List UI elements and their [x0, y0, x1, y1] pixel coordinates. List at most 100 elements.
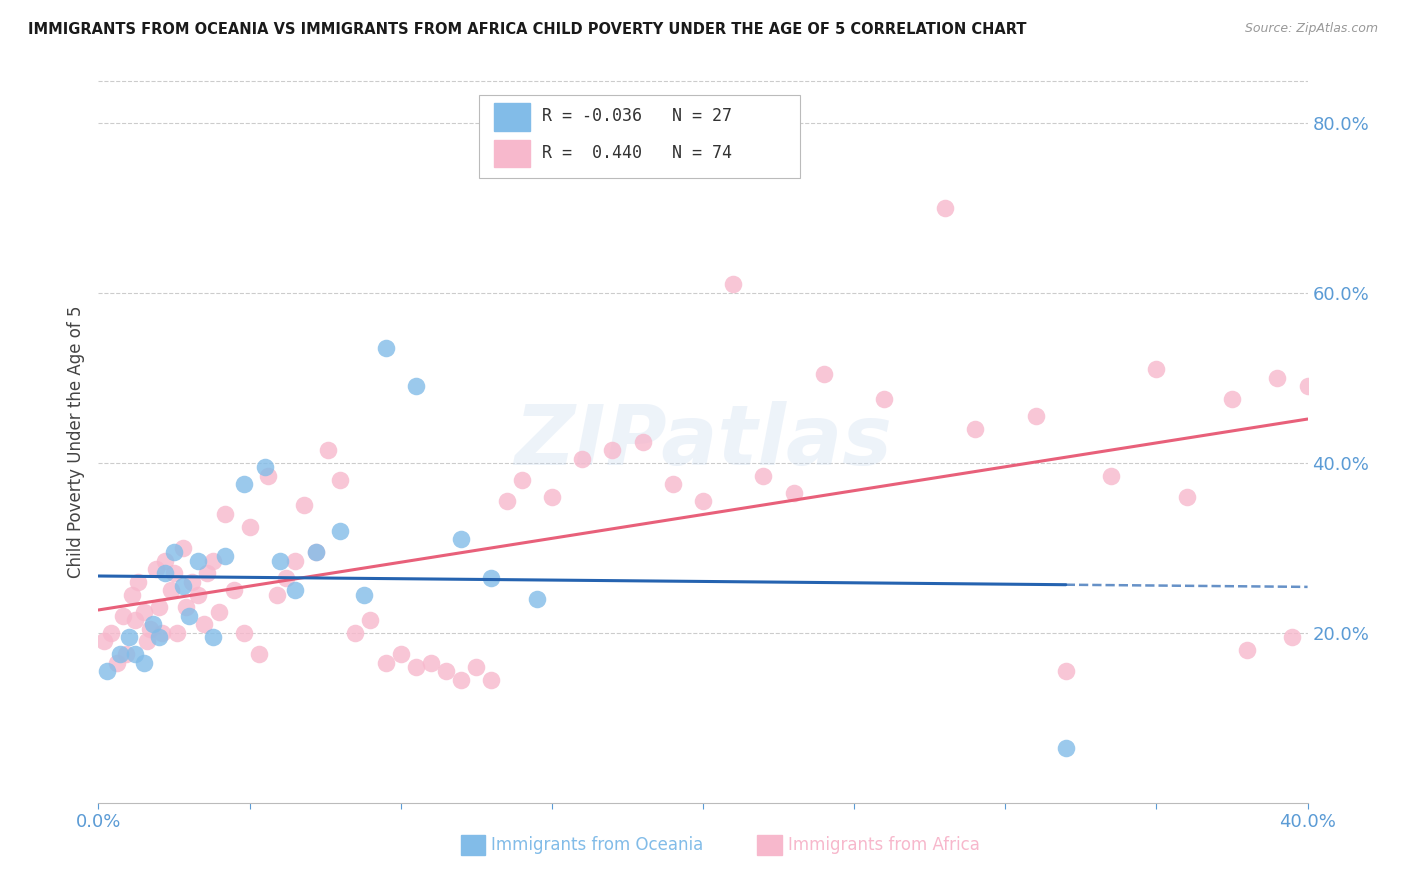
Point — [163, 566, 186, 581]
Point — [405, 660, 427, 674]
Text: R =  0.440   N = 74: R = 0.440 N = 74 — [543, 144, 733, 161]
Point — [195, 566, 218, 581]
Point — [526, 591, 548, 606]
Point — [174, 600, 197, 615]
Point — [1296, 379, 1319, 393]
Y-axis label: Child Poverty Under the Age of 5: Child Poverty Under the Age of 5 — [66, 305, 84, 578]
Point — [232, 477, 254, 491]
Point — [253, 460, 276, 475]
Point — [114, 647, 136, 661]
Text: Immigrants from Africa: Immigrants from Africa — [787, 836, 980, 854]
Text: Immigrants from Oceania: Immigrants from Oceania — [492, 836, 703, 854]
Point — [142, 617, 165, 632]
Point — [202, 553, 225, 567]
Point — [100, 625, 122, 640]
Point — [163, 545, 186, 559]
Point — [193, 617, 215, 632]
Point — [239, 519, 262, 533]
Text: ZIPatlas: ZIPatlas — [515, 401, 891, 482]
Point — [172, 541, 194, 555]
Point — [111, 608, 134, 623]
Point — [179, 608, 201, 623]
Point — [269, 553, 291, 567]
Point — [284, 553, 307, 567]
Point — [160, 583, 183, 598]
Point — [1267, 371, 1289, 385]
Point — [374, 656, 396, 670]
Point — [420, 656, 443, 670]
Point — [132, 656, 155, 670]
Point — [783, 485, 806, 500]
Point — [1281, 630, 1303, 644]
Point — [1099, 468, 1122, 483]
Point — [127, 574, 149, 589]
Point — [153, 553, 176, 567]
Point — [571, 451, 593, 466]
Point — [187, 553, 209, 567]
Point — [723, 277, 745, 292]
Point — [96, 664, 118, 678]
Point — [145, 562, 167, 576]
Point — [465, 660, 488, 674]
Point — [139, 622, 162, 636]
Point — [389, 647, 412, 661]
Point — [256, 468, 278, 483]
Point — [1054, 664, 1077, 678]
Point — [148, 600, 170, 615]
Point — [202, 630, 225, 644]
Point — [224, 583, 246, 598]
Text: R = -0.036   N = 27: R = -0.036 N = 27 — [543, 107, 733, 126]
Point — [148, 630, 170, 644]
Point — [172, 579, 194, 593]
Point — [692, 494, 714, 508]
Point — [374, 341, 396, 355]
Point — [1220, 392, 1243, 406]
Point — [208, 605, 231, 619]
Point — [292, 498, 315, 512]
Point — [93, 634, 115, 648]
Point — [135, 634, 157, 648]
Point — [1054, 740, 1077, 755]
Point — [481, 673, 503, 687]
Point — [166, 625, 188, 640]
Point — [132, 605, 155, 619]
Point — [661, 477, 683, 491]
Point — [450, 673, 472, 687]
Point — [1024, 409, 1046, 423]
Point — [873, 392, 896, 406]
Point — [405, 379, 427, 393]
Text: IMMIGRANTS FROM OCEANIA VS IMMIGRANTS FROM AFRICA CHILD POVERTY UNDER THE AGE OF: IMMIGRANTS FROM OCEANIA VS IMMIGRANTS FR… — [28, 22, 1026, 37]
Point — [752, 468, 775, 483]
Point — [247, 647, 270, 661]
Point — [214, 549, 236, 564]
Point — [266, 588, 288, 602]
Point — [187, 588, 209, 602]
Point — [1236, 642, 1258, 657]
Bar — [494, 103, 530, 131]
Point — [124, 647, 146, 661]
Point — [965, 422, 987, 436]
Point — [450, 533, 472, 547]
Point — [153, 566, 176, 581]
Point — [124, 613, 146, 627]
Point — [344, 625, 367, 640]
Bar — [461, 835, 485, 855]
Point — [1175, 490, 1198, 504]
Point — [1144, 362, 1167, 376]
Bar — [494, 139, 530, 167]
Point — [316, 443, 339, 458]
Point — [329, 524, 352, 538]
Text: Source: ZipAtlas.com: Source: ZipAtlas.com — [1244, 22, 1378, 36]
FancyBboxPatch shape — [479, 95, 800, 178]
Point — [353, 588, 375, 602]
Point — [118, 630, 141, 644]
Point — [360, 613, 382, 627]
Point — [108, 647, 131, 661]
Point — [284, 583, 307, 598]
Point — [181, 574, 204, 589]
Point — [602, 443, 624, 458]
Point — [329, 473, 352, 487]
Point — [510, 473, 533, 487]
Point — [150, 625, 173, 640]
Point — [481, 570, 503, 584]
